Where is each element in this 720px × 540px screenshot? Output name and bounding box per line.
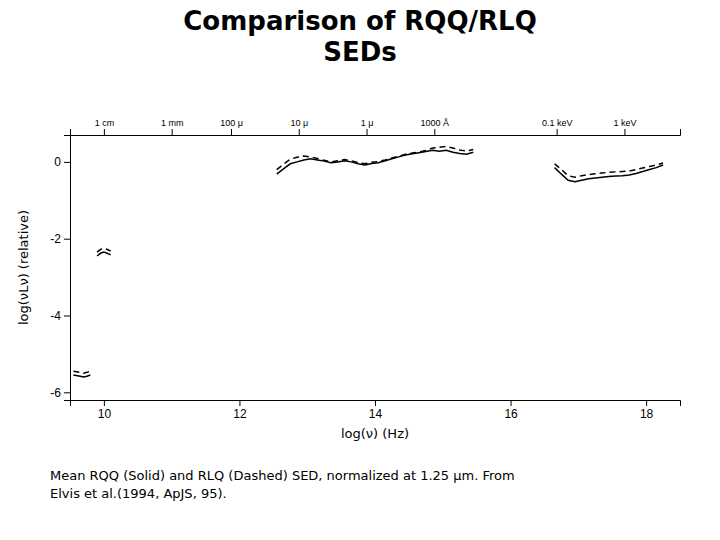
x-tick-mark	[375, 400, 376, 406]
y-tick: -6	[50, 386, 70, 400]
x2-axis-line	[71, 129, 681, 136]
x-tick-mark	[511, 400, 512, 406]
text-line: Comparison of RQQ/RLQ	[183, 6, 536, 36]
x2-tick-mark	[557, 129, 558, 135]
y-tick: -2	[50, 232, 70, 246]
y-tick: 0	[54, 155, 70, 169]
x2-axis: 1 cm 1 mm 100 μ 10 μ 1 μ 1000 Å 0.1 keV 1 keV	[71, 118, 681, 136]
y-tick-mark	[64, 316, 70, 317]
series-line	[73, 147, 663, 374]
plot-area	[73, 147, 663, 377]
y-tick-mark	[64, 162, 70, 163]
x2-tick: 1 mm	[161, 118, 184, 135]
x-tick-label: 14	[369, 407, 383, 421]
x2-tick: 10 μ	[290, 118, 308, 135]
x-tick: 18	[640, 400, 654, 421]
y-axis-line	[64, 136, 71, 401]
title: Comparison of RQQ/RLQSEDs	[183, 6, 536, 67]
text-line: Elvis et al.(1994, ApJS, 95).	[50, 486, 227, 501]
x-tick-label: 16	[504, 407, 518, 421]
x-tick-mark	[646, 400, 647, 406]
y-tick-mark	[64, 239, 70, 240]
x-axis-line	[71, 401, 681, 407]
x2-tick-mark	[231, 129, 232, 135]
x-tick-label: 10	[98, 407, 112, 421]
x-axis-title: log(ν) (Hz)	[341, 426, 409, 441]
x-tick: 12	[233, 400, 247, 421]
x2-tick: 1 cm	[95, 118, 115, 135]
caption: Mean RQQ (Solid) and RLQ (Dashed) SED, n…	[50, 468, 515, 501]
x2-tick-mark	[172, 129, 173, 135]
x-tick: 16	[504, 400, 518, 421]
x2-tick-mark	[624, 129, 625, 135]
x2-tick: 1 keV	[613, 118, 636, 135]
x-tick: 10	[98, 400, 112, 421]
x2-tick: 1 μ	[361, 118, 374, 135]
y-tick-mark	[64, 392, 70, 393]
x-tick-label: 18	[640, 407, 654, 421]
x2-tick: 1000 Å	[421, 118, 450, 135]
text-line: SEDs	[323, 37, 397, 67]
y-tick: -4	[50, 309, 70, 323]
x-tick-label: 12	[233, 407, 247, 421]
x-tick-mark	[104, 400, 105, 406]
text-line: Mean RQQ (Solid) and RLQ (Dashed) SED, n…	[50, 468, 515, 483]
x2-tick-label: 0.1 keV	[542, 118, 573, 128]
x2-tick: 100 μ	[220, 118, 243, 135]
series-line	[73, 150, 663, 377]
x2-tick-mark	[367, 129, 368, 135]
y-tick-label: 0	[54, 155, 61, 169]
x2-tick-mark	[299, 129, 300, 135]
x2-tick-label: 100 μ	[220, 118, 243, 128]
y-axis: 0 -2 -4 -6	[50, 136, 70, 401]
x2-tick-label: 1 keV	[613, 118, 636, 128]
x-tick-mark	[239, 400, 240, 406]
y-tick-label: -6	[50, 386, 61, 400]
x2-tick: 0.1 keV	[542, 118, 573, 135]
x2-tick-label: 1 cm	[95, 118, 115, 128]
y-tick-label: -4	[50, 309, 61, 323]
x2-tick-label: 1000 Å	[421, 118, 450, 128]
x2-tick-label: 1 μ	[361, 118, 374, 128]
x2-tick-mark	[104, 129, 105, 135]
x2-tick-label: 1 mm	[161, 118, 184, 128]
y-axis-title: log(νLν) (relative)	[16, 210, 31, 325]
x2-tick-mark	[434, 129, 435, 135]
x2-tick-label: 10 μ	[290, 118, 308, 128]
chart: Comparison of RQQ/RLQSEDs 10 12 14 16 18 0 -2 -4…	[0, 0, 720, 540]
x-axis: 10 12 14 16 18	[71, 400, 681, 421]
x-tick: 14	[369, 400, 383, 421]
y-tick-label: -2	[50, 232, 61, 246]
